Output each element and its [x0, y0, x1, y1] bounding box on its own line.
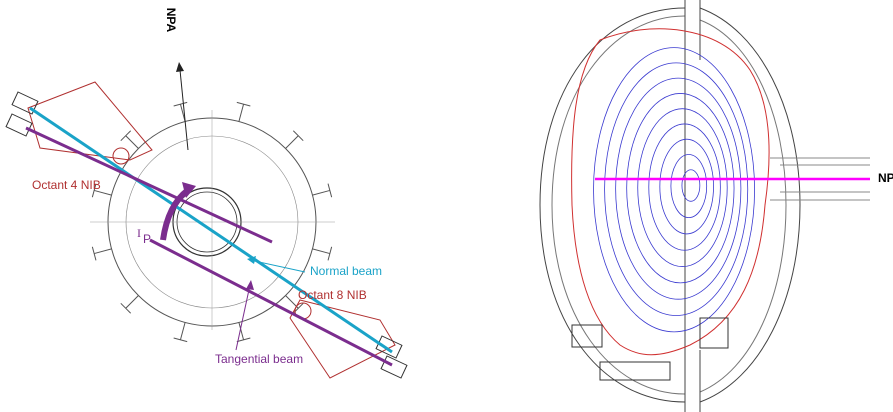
right-diagram — [539, 0, 870, 412]
port — [312, 248, 330, 255]
port — [312, 189, 330, 196]
beam-source — [5, 113, 33, 137]
octant4-label: Octant 4 NIB — [32, 178, 101, 192]
current-label: I — [137, 226, 141, 240]
port — [179, 104, 186, 122]
normal-beam-pointer-head — [247, 256, 256, 264]
flux-surface — [648, 123, 721, 251]
left-diagram — [5, 62, 408, 379]
beam-source — [375, 335, 403, 359]
port — [125, 295, 139, 309]
tangential-beam-label: Tangential beam — [215, 352, 303, 366]
port-flange — [236, 337, 251, 343]
coil — [699, 317, 729, 349]
flux-surface — [626, 93, 735, 284]
port-flange — [91, 183, 97, 198]
flux-surface — [670, 154, 708, 219]
tangential-beam — [149, 238, 393, 367]
port-flange — [120, 302, 132, 314]
npa-arrow — [176, 62, 184, 72]
current-subscript: P — [143, 232, 151, 246]
outer-wall-inner — [699, 19, 787, 393]
port — [125, 135, 139, 149]
ports — [91, 101, 333, 343]
vessel-inner — [551, 15, 686, 395]
port — [94, 189, 112, 196]
port — [238, 104, 245, 122]
flux-surface — [681, 169, 701, 202]
npa-line — [179, 69, 189, 151]
port-flange — [173, 337, 188, 343]
outer-wall — [699, 7, 801, 403]
port — [179, 322, 186, 340]
port-flange — [173, 101, 188, 107]
octant4-wedge — [27, 81, 153, 161]
coil — [599, 361, 671, 381]
port-flange — [292, 130, 304, 142]
port-flange — [120, 130, 132, 142]
plasma-boundary — [571, 28, 770, 356]
tangential-beam — [25, 126, 273, 244]
port — [285, 135, 299, 149]
beam-source — [380, 355, 408, 379]
npa-port — [770, 157, 870, 201]
port-circle — [112, 147, 130, 165]
coil — [571, 324, 603, 348]
flux-surface — [593, 47, 755, 333]
flux-surface — [615, 77, 742, 300]
npa-label: NPA — [878, 171, 893, 185]
tangential-pointer — [235, 284, 251, 351]
port — [94, 248, 112, 255]
flux-surface — [604, 62, 749, 316]
port-flange — [236, 101, 251, 107]
flux-surface — [659, 138, 714, 235]
port-flange — [327, 183, 333, 198]
octant8-label: Octant 8 NIB — [298, 288, 367, 302]
port-flange — [327, 246, 333, 261]
tangential-pointer-head — [246, 280, 254, 290]
npa-label: NPA — [164, 8, 178, 33]
normal-beam-label: Normal beam — [310, 264, 382, 278]
port-flange — [91, 246, 97, 261]
octant8-wedge — [289, 299, 396, 379]
vessel-outer — [539, 7, 686, 403]
flux-surfaces — [593, 47, 755, 333]
port — [238, 322, 245, 340]
beam-source — [11, 91, 39, 115]
normal-beam-pointer — [249, 259, 306, 273]
current-arrowhead — [182, 182, 196, 198]
flux-surface — [637, 108, 728, 267]
normal-beam — [29, 106, 393, 354]
